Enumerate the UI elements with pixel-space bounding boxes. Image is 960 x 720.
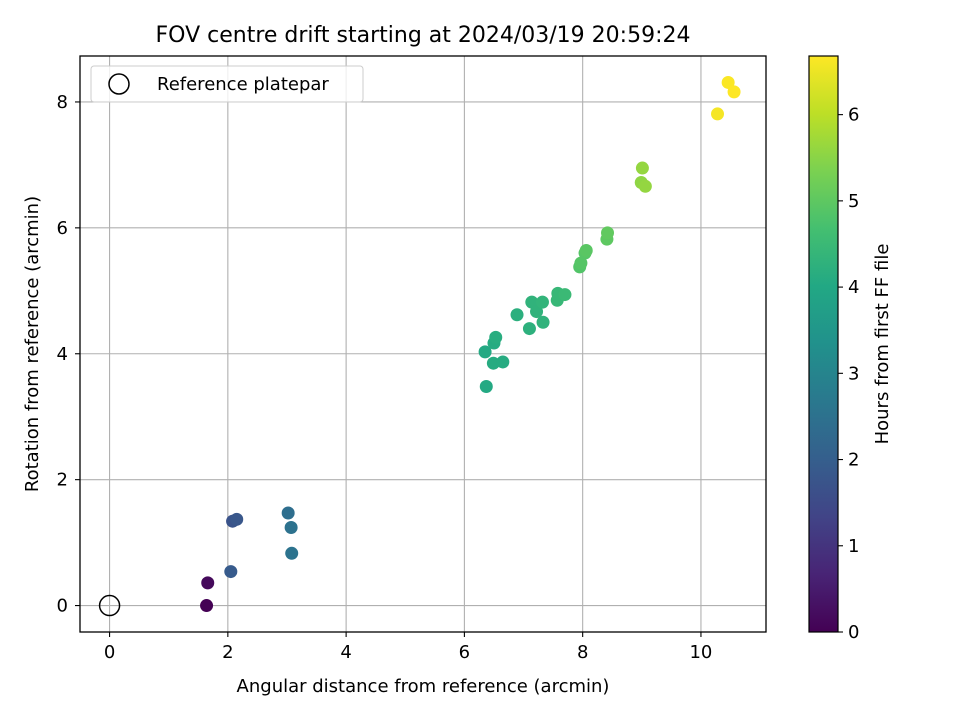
data-point	[638, 179, 652, 193]
legend-label: Reference platepar	[157, 74, 329, 95]
data-point	[510, 308, 524, 322]
x-tick-label: 0	[104, 642, 115, 663]
colorbar-ticks: 0 1 2 3 4 5 6	[838, 105, 859, 643]
x-tick-label: 8	[577, 642, 588, 663]
y-tick-label: 0	[57, 596, 68, 617]
y-tick-label: 2	[57, 470, 68, 491]
data-point	[230, 512, 244, 526]
data-point	[478, 345, 492, 359]
colorbar-tick-label: 6	[848, 105, 859, 126]
data-point	[574, 256, 588, 270]
data-point	[496, 355, 510, 369]
data-point	[530, 305, 544, 319]
colorbar-tick-label: 0	[848, 622, 859, 643]
data-point	[601, 226, 615, 240]
colorbar-tick-label: 5	[848, 191, 859, 212]
legend: Reference platepar	[90, 65, 364, 103]
data-point	[201, 576, 215, 590]
data-point	[486, 356, 500, 370]
legend-marker-icon	[108, 73, 130, 95]
data-point	[284, 521, 298, 535]
x-axis-label: Angular distance from reference (arcmin)	[237, 676, 610, 697]
x-tick-label: 4	[340, 642, 351, 663]
data-points	[200, 75, 741, 613]
colorbar-gradient	[809, 56, 838, 632]
data-point	[721, 75, 735, 89]
x-tick-label: 2	[222, 642, 233, 663]
data-point	[281, 506, 295, 520]
data-point	[579, 244, 593, 258]
data-point	[727, 85, 741, 99]
data-point	[224, 565, 238, 579]
data-point	[558, 288, 572, 302]
colorbar: 0 1 2 3 4 5 6 Hours from first FF file	[808, 55, 893, 643]
x-tick-label: 6	[459, 642, 470, 663]
colorbar-tick-label: 4	[848, 277, 859, 298]
data-point	[711, 107, 725, 121]
plot-frame	[79, 55, 767, 633]
colorbar-tick-label: 2	[848, 450, 859, 471]
chart-title: FOV centre drift starting at 2024/03/19 …	[156, 23, 691, 48]
data-point	[489, 330, 503, 344]
y-tick-label: 4	[57, 344, 68, 365]
y-axis-label: Rotation from reference (arcmin)	[22, 196, 43, 492]
colorbar-tick-label: 3	[848, 363, 859, 384]
data-point	[479, 379, 493, 393]
data-point	[635, 161, 649, 175]
plot-area	[80, 56, 766, 632]
colorbar-frame	[808, 55, 839, 633]
y-tick-label: 8	[57, 92, 68, 113]
x-axis-ticks: 0 2 4 6 8 10	[104, 632, 712, 663]
data-point	[200, 599, 214, 613]
colorbar-label: Hours from first FF file	[872, 244, 893, 445]
data-point	[536, 315, 550, 329]
data-point	[522, 322, 536, 336]
legend-box	[90, 65, 364, 103]
y-tick-label: 6	[57, 218, 68, 239]
data-point	[535, 295, 549, 309]
colorbar-tick-label: 1	[848, 536, 859, 557]
x-tick-label: 10	[689, 642, 712, 663]
y-axis-ticks: 0 2 4 6 8	[57, 92, 80, 617]
data-point	[285, 546, 299, 560]
reference-platepar-marker	[98, 594, 121, 617]
